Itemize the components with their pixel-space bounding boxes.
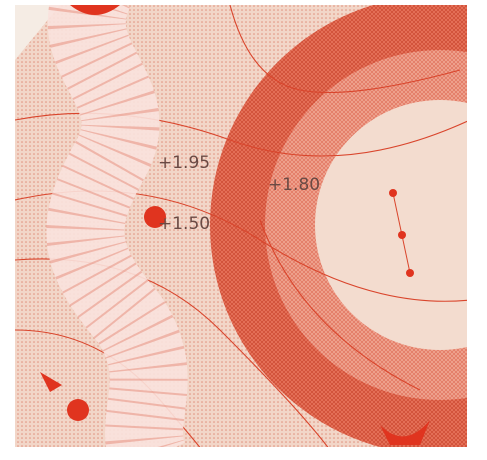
ring-center [315, 100, 467, 350]
elevation-label: +1.50 [158, 214, 210, 234]
elevation-label: +1.80 [268, 175, 320, 195]
point [398, 231, 406, 239]
marker-icon [40, 372, 62, 392]
marker-icon [70, 5, 120, 15]
elevation-label: +1.95 [158, 153, 210, 173]
track-band [46, 5, 188, 447]
contour [229, 5, 461, 94]
map-content: +1.95 +1.80 +1.50 [15, 5, 467, 447]
point [406, 269, 414, 277]
point [67, 399, 89, 421]
point [144, 206, 166, 228]
marker-icon [380, 420, 430, 445]
point [389, 189, 397, 197]
contour [259, 219, 421, 391]
